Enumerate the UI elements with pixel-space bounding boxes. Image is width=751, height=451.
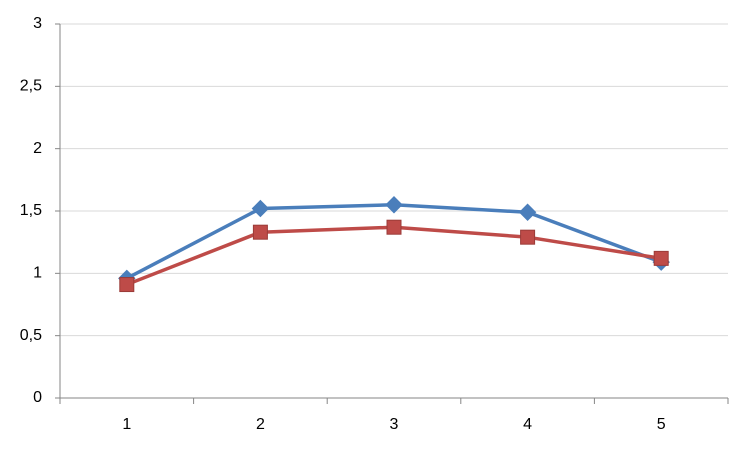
y-tick-label: 2 bbox=[33, 140, 42, 157]
y-tick-label: 0 bbox=[33, 389, 42, 406]
x-tick-label: 4 bbox=[523, 416, 532, 433]
marker bbox=[252, 224, 268, 240]
y-tick-label: 1 bbox=[33, 265, 42, 282]
marker bbox=[518, 203, 537, 221]
y-tick-label: 2,5 bbox=[20, 78, 42, 95]
x-tick-label: 2 bbox=[256, 416, 265, 433]
x-tick-label: 5 bbox=[657, 416, 666, 433]
y-tick-label: 3 bbox=[33, 15, 42, 32]
marker bbox=[385, 196, 403, 214]
marker bbox=[653, 250, 669, 266]
x-tick-label: 3 bbox=[390, 416, 399, 433]
marker bbox=[386, 219, 402, 235]
x-tick-label: 1 bbox=[122, 416, 131, 433]
marker bbox=[251, 199, 270, 218]
series-line bbox=[125, 203, 662, 280]
marker bbox=[119, 277, 135, 293]
y-tick-label: 1,5 bbox=[20, 202, 42, 219]
y-tick-label: 0,5 bbox=[20, 327, 42, 344]
marker bbox=[520, 229, 536, 245]
